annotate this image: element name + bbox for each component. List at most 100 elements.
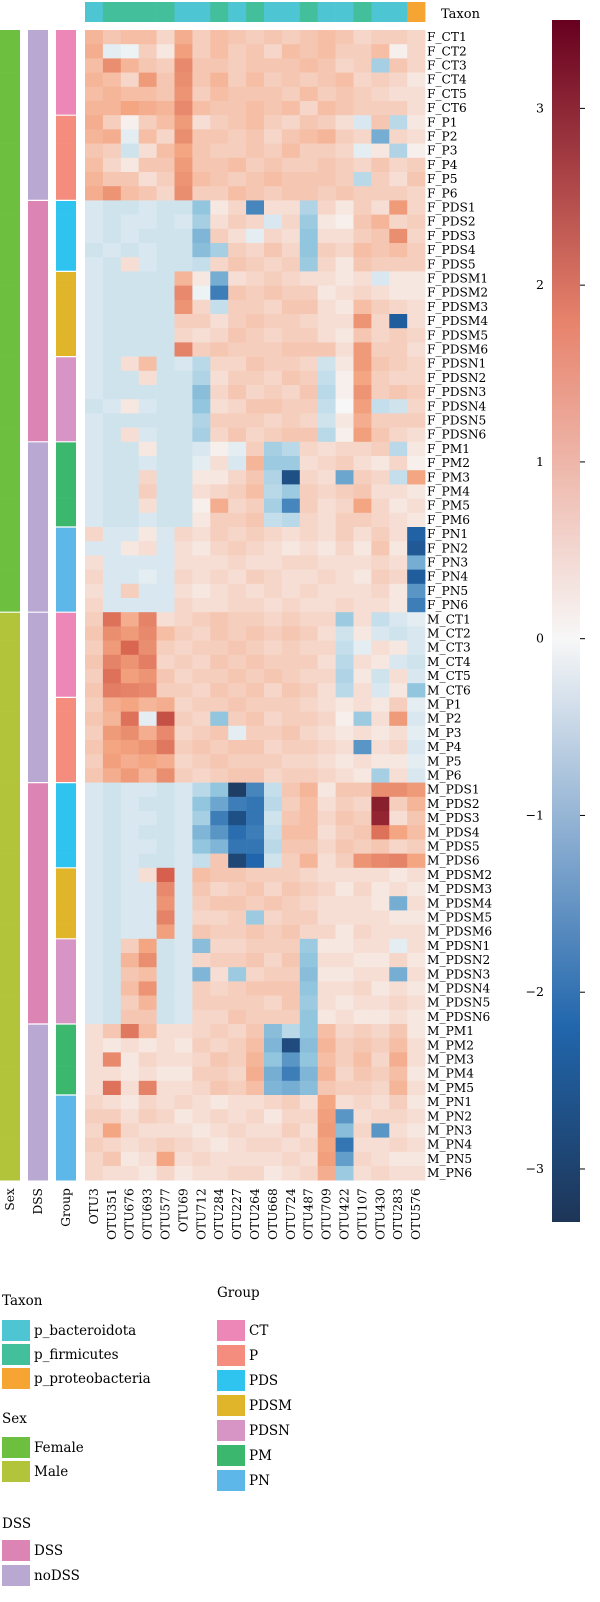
dss-cell <box>28 115 48 130</box>
heatmap-cell <box>353 129 372 144</box>
heatmap-cell <box>353 1080 372 1096</box>
heatmap-cell <box>138 1024 157 1039</box>
heatmap-cell <box>138 598 157 613</box>
heatmap-cell <box>102 271 122 286</box>
heatmap-cell <box>85 285 104 301</box>
heatmap-cell <box>210 640 229 656</box>
group-cell <box>56 470 76 485</box>
heatmap-cell <box>389 1137 408 1153</box>
heatmap-cell <box>120 498 139 514</box>
heatmap-cell <box>228 427 247 443</box>
heatmap-cell <box>281 228 301 244</box>
heatmap-cell <box>85 583 104 599</box>
heatmap-cell <box>210 1052 229 1067</box>
heatmap-cell <box>353 910 372 925</box>
heatmap-cell <box>299 314 318 329</box>
heatmap-cell <box>335 356 354 372</box>
heatmap-cell <box>156 938 175 954</box>
sex-cell <box>0 853 20 869</box>
heatmap-cell <box>138 285 157 301</box>
heatmap-cell <box>281 385 301 400</box>
heatmap-cell <box>210 768 229 783</box>
heatmap-cell <box>246 740 265 755</box>
heatmap-cell <box>281 541 301 556</box>
dss-cell <box>28 328 48 343</box>
heatmap-cell <box>389 143 408 159</box>
heatmap-cell <box>335 754 354 769</box>
heatmap-cell <box>138 129 157 144</box>
taxon-cell <box>102 2 122 22</box>
heatmap-cell <box>156 853 175 869</box>
colorbar-tick-label: −3 <box>526 1161 544 1176</box>
heatmap-cell <box>264 243 283 258</box>
row-label: F_PN3 <box>427 555 468 569</box>
heatmap-cell <box>317 1066 336 1082</box>
row-label: F_PDS1 <box>427 200 476 214</box>
row-label: F_PN2 <box>427 541 468 555</box>
heatmap-cell <box>317 811 336 826</box>
heatmap-cell <box>120 598 139 613</box>
heatmap-cell <box>102 896 122 911</box>
heatmap-cell <box>120 470 139 485</box>
heatmap-cell <box>246 299 265 315</box>
sex-cell <box>0 811 20 826</box>
heatmap-cell <box>156 456 175 471</box>
heatmap-cell <box>156 1066 175 1082</box>
heatmap-cell <box>174 413 193 428</box>
heatmap-cell <box>85 299 104 315</box>
heatmap-cell <box>246 896 265 911</box>
heatmap-cell <box>156 285 175 301</box>
heatmap-cell <box>228 527 247 542</box>
heatmap-cell <box>192 853 211 869</box>
heatmap-cell <box>335 115 354 130</box>
heatmap-cell <box>407 1109 426 1124</box>
heatmap-cell <box>174 995 193 1011</box>
heatmap-cell <box>371 569 390 585</box>
row-label: M_PN4 <box>427 1138 472 1152</box>
heatmap-cell <box>138 143 157 159</box>
row-label: M_PDSM5 <box>427 910 492 924</box>
group-cell <box>56 882 76 897</box>
heatmap-cell <box>192 498 211 514</box>
heatmap-cell <box>389 484 408 499</box>
row-label: F_PDSM2 <box>427 286 488 300</box>
heatmap-cell <box>174 172 193 187</box>
sex-cell <box>0 299 20 315</box>
sex-cell <box>0 1009 20 1025</box>
heatmap-cell <box>281 796 301 812</box>
heatmap-cell <box>299 129 318 144</box>
heatmap-cell <box>228 825 247 840</box>
heatmap-cell <box>192 356 211 372</box>
heatmap-cell <box>371 30 390 45</box>
heatmap-cell <box>335 967 354 982</box>
heatmap-cell <box>174 740 193 755</box>
heatmap-cell <box>85 938 104 954</box>
heatmap-cell <box>85 740 104 755</box>
heatmap-cell <box>85 1095 104 1110</box>
heatmap-cell <box>335 1038 354 1053</box>
heatmap-cell <box>192 867 211 883</box>
heatmap-cell <box>407 867 426 883</box>
heatmap-cell <box>371 314 390 329</box>
heatmap-cell <box>228 44 247 59</box>
dss-cell <box>28 811 48 826</box>
heatmap-cell <box>299 157 318 173</box>
heatmap-cell <box>353 768 372 783</box>
heatmap-cell <box>335 995 354 1011</box>
heatmap-cell <box>371 1109 390 1124</box>
row-label: M_PN6 <box>427 1166 472 1180</box>
heatmap-cell <box>335 1080 354 1096</box>
heatmap-cell <box>371 1052 390 1067</box>
heatmap-cell <box>174 754 193 769</box>
heatmap-cell <box>156 399 175 414</box>
heatmap-cell <box>138 413 157 428</box>
heatmap-cell <box>228 853 247 869</box>
row-label: M_P4 <box>427 740 462 754</box>
dss-cell <box>28 1080 48 1096</box>
heatmap-cell <box>120 186 139 201</box>
dss-cell <box>28 527 48 542</box>
heatmap-cell <box>85 654 104 670</box>
heatmap-cell <box>210 711 229 727</box>
heatmap-cell <box>299 825 318 840</box>
heatmap-cell <box>210 910 229 925</box>
